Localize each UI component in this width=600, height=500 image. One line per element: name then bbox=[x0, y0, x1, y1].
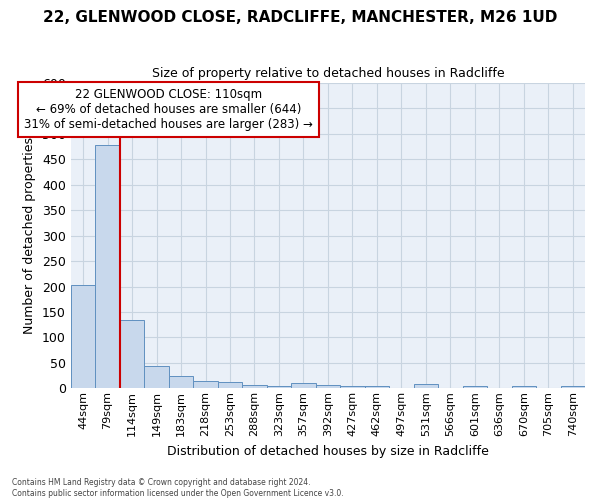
Bar bbox=[242, 384, 267, 388]
Bar bbox=[291, 382, 316, 388]
Bar bbox=[463, 386, 487, 388]
Bar bbox=[71, 285, 95, 389]
Bar bbox=[193, 380, 218, 388]
Y-axis label: Number of detached properties: Number of detached properties bbox=[23, 137, 37, 334]
Text: 22, GLENWOOD CLOSE, RADCLIFFE, MANCHESTER, M26 1UD: 22, GLENWOOD CLOSE, RADCLIFFE, MANCHESTE… bbox=[43, 10, 557, 25]
Bar bbox=[218, 382, 242, 388]
Bar bbox=[120, 320, 145, 388]
Text: Contains HM Land Registry data © Crown copyright and database right 2024.
Contai: Contains HM Land Registry data © Crown c… bbox=[12, 478, 344, 498]
Text: 22 GLENWOOD CLOSE: 110sqm
← 69% of detached houses are smaller (644)
31% of semi: 22 GLENWOOD CLOSE: 110sqm ← 69% of detac… bbox=[25, 88, 313, 131]
Title: Size of property relative to detached houses in Radcliffe: Size of property relative to detached ho… bbox=[152, 68, 504, 80]
X-axis label: Distribution of detached houses by size in Radcliffe: Distribution of detached houses by size … bbox=[167, 444, 489, 458]
Bar bbox=[169, 376, 193, 388]
Bar bbox=[145, 366, 169, 388]
Bar bbox=[316, 385, 340, 388]
Bar bbox=[512, 386, 536, 388]
Bar bbox=[95, 145, 120, 388]
Bar bbox=[365, 386, 389, 388]
Bar bbox=[340, 386, 365, 388]
Bar bbox=[560, 386, 585, 388]
Bar bbox=[267, 386, 291, 388]
Bar bbox=[413, 384, 438, 388]
